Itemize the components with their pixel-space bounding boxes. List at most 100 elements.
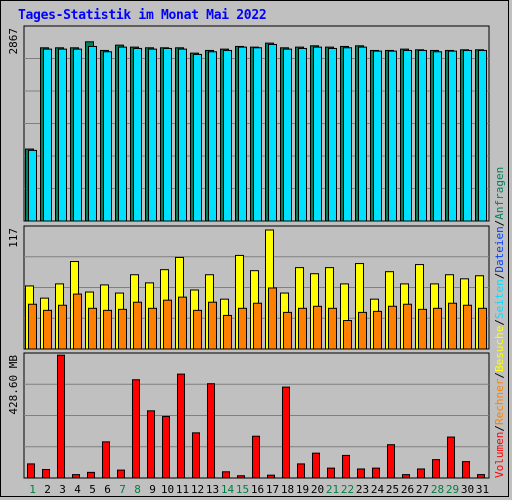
x-tick-label: 22 — [341, 483, 354, 496]
bar-volumen-12 — [192, 432, 200, 479]
x-tick-label: 14 — [221, 483, 235, 496]
bar-volumen-30 — [462, 461, 470, 479]
bar-besuche-23 — [358, 311, 367, 350]
x-tick-label: 9 — [149, 483, 156, 496]
bar-dateien-8 — [133, 47, 142, 222]
bar-volumen-23 — [357, 468, 365, 479]
bar-besuche-26 — [403, 303, 412, 350]
bar-dateien-3 — [58, 48, 67, 222]
bar-dateien-22 — [343, 47, 352, 222]
bar-besuche-27 — [418, 308, 427, 350]
bar-besuche-18 — [283, 311, 292, 350]
bar-volumen-10 — [162, 415, 170, 479]
legend-item: Dateien — [493, 226, 506, 272]
bar-dateien-15 — [238, 46, 247, 222]
legend-item: / — [493, 220, 506, 227]
legend-item: / — [493, 372, 506, 379]
x-tick-label: 30 — [461, 483, 474, 496]
bar-volumen-5 — [87, 471, 95, 479]
x-tick-label: 11 — [176, 483, 189, 496]
bar-volumen-6 — [102, 441, 110, 479]
x-tick-label: 4 — [74, 483, 81, 496]
x-tick-label: 13 — [206, 483, 219, 496]
bar-besuche-10 — [163, 299, 172, 350]
bar-volumen-8 — [132, 379, 140, 479]
bar-besuche-8 — [133, 301, 142, 350]
bar-volumen-7 — [117, 469, 125, 479]
x-tick-label: 6 — [104, 483, 111, 496]
bar-dateien-20 — [313, 46, 322, 222]
legend-item: Seiten — [493, 279, 506, 319]
bar-volumen-27 — [417, 468, 425, 479]
bar-dateien-11 — [178, 48, 187, 222]
bar-volumen-15 — [237, 475, 245, 479]
bar-besuche-30 — [463, 304, 472, 350]
x-tick-label: 2 — [44, 483, 51, 496]
chart-title: Tages-Statistik im Monat Mai 2022 — [18, 8, 267, 23]
bar-volumen-29 — [447, 436, 455, 479]
bar-besuche-13 — [208, 301, 217, 350]
x-tick-label: 21 — [326, 483, 339, 496]
y-max-label-bottom: 428.60 MB — [7, 355, 20, 415]
bar-volumen-16 — [252, 435, 260, 479]
x-tick-label: 20 — [311, 483, 324, 496]
bar-dateien-17 — [268, 43, 277, 222]
bar-volumen-31 — [477, 474, 485, 479]
bar-volumen-1 — [27, 463, 35, 479]
x-tick-label: 25 — [386, 483, 399, 496]
legend-item: Rechner — [493, 378, 506, 425]
legend-item: Volumen — [493, 432, 506, 478]
x-tick-label: 29 — [446, 483, 459, 496]
bar-dateien-23 — [358, 46, 367, 222]
bar-dateien-6 — [103, 51, 112, 222]
bar-dateien-16 — [253, 47, 262, 222]
bar-besuche-7 — [118, 308, 127, 350]
legend-item: / — [493, 425, 506, 432]
bar-dateien-1 — [28, 149, 37, 222]
x-tick-label: 10 — [161, 483, 174, 496]
bar-besuche-14 — [223, 314, 232, 350]
bar-besuche-9 — [148, 307, 157, 350]
legend-item: Besuche — [493, 326, 506, 372]
bar-dateien-29 — [448, 50, 457, 222]
bar-volumen-17 — [267, 474, 275, 479]
bar-volumen-26 — [402, 474, 410, 479]
bar-volumen-13 — [207, 383, 215, 479]
bar-besuche-24 — [373, 310, 382, 350]
x-tick-label: 17 — [266, 483, 279, 496]
bar-besuche-15 — [238, 307, 247, 350]
x-tick-label: 3 — [59, 483, 66, 496]
bar-dateien-7 — [118, 46, 127, 222]
bar-besuche-2 — [43, 309, 52, 350]
x-tick-label: 8 — [134, 483, 141, 496]
bar-besuche-5 — [88, 307, 97, 350]
bar-volumen-2 — [42, 469, 50, 479]
bar-dateien-9 — [148, 48, 157, 222]
legend: Volumen/Rechner/Besuche/Seiten/Dateien/A… — [493, 167, 506, 478]
y-max-label-top: 2867 — [7, 28, 20, 55]
x-tick-label: 7 — [119, 483, 126, 496]
bar-besuche-6 — [103, 309, 112, 350]
x-tick-label: 5 — [89, 483, 96, 496]
bar-volumen-20 — [312, 452, 320, 479]
x-tick-label: 12 — [191, 483, 204, 496]
x-tick-label: 31 — [476, 483, 489, 496]
bar-volumen-19 — [297, 463, 305, 479]
bar-dateien-10 — [163, 47, 172, 222]
bar-volumen-22 — [342, 454, 350, 479]
bar-dateien-13 — [208, 51, 217, 222]
bar-volumen-25 — [387, 444, 395, 479]
x-tick-label: 28 — [431, 483, 444, 496]
bar-besuche-20 — [313, 305, 322, 350]
bar-besuche-3 — [58, 304, 67, 350]
bar-volumen-21 — [327, 467, 335, 479]
bar-dateien-27 — [418, 49, 427, 222]
bar-besuche-31 — [478, 307, 487, 350]
legend-item: / — [493, 273, 506, 280]
bar-besuche-19 — [298, 307, 307, 350]
bar-dateien-28 — [433, 51, 442, 222]
bar-volumen-28 — [432, 459, 440, 479]
bar-besuche-1 — [28, 303, 37, 350]
bar-volumen-3 — [57, 354, 65, 479]
